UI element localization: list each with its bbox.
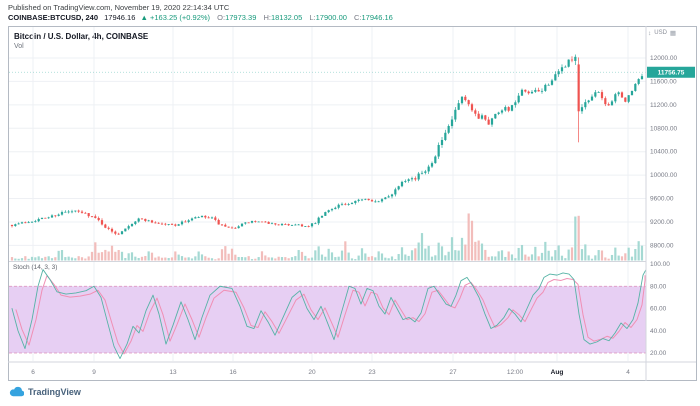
- stoch-k-line: [11, 269, 647, 360]
- symbol-name[interactable]: COINBASE:BTCUSD, 240: [8, 13, 99, 22]
- stoch-lines: [11, 269, 647, 360]
- time-tick-label: 27: [449, 369, 457, 376]
- price-scale-arrows-icon[interactable]: ↕: [648, 29, 652, 37]
- candlestick-series: [10, 54, 644, 236]
- low-value: 17900.00: [315, 13, 347, 22]
- price-tick-label: 9200.00: [650, 219, 674, 226]
- price-badge: 11756.75: [647, 66, 695, 78]
- open-value: 17973.39: [225, 13, 257, 22]
- svg-text:11756.75: 11756.75: [658, 70, 685, 77]
- time-tick-label: 12:00: [507, 369, 524, 376]
- low-label: L:: [309, 13, 316, 22]
- price-scale-grid-icon[interactable]: ▦: [669, 30, 677, 37]
- last-price-value: 17946.16: [104, 13, 136, 22]
- stoch-tick-label: 60.00: [650, 306, 667, 313]
- price-change: ▲ +163.25 (+0.92%): [140, 13, 211, 22]
- price-gridlines: [9, 57, 646, 246]
- time-tick-label: 20: [308, 369, 316, 376]
- price-tick-label: 10000.00: [650, 172, 677, 179]
- stochastic-indicator-label[interactable]: Stoch (14, 3, 3): [13, 264, 58, 271]
- chart-title: Bitcoin / U.S. Dollar, 4h, COINBASE: [14, 32, 149, 41]
- open-label: O:: [217, 13, 226, 22]
- stoch-tick-label: 20.00: [650, 350, 667, 357]
- time-tick-label: 6: [31, 369, 35, 376]
- symbol-header: COINBASE:BTCUSD, 240 17946.16 ▲ +163.25 …: [8, 13, 393, 22]
- time-tick-label: 4: [626, 369, 630, 376]
- high-label: H:: [263, 13, 271, 22]
- price-tick-label: 10800.00: [650, 125, 677, 132]
- price-tick-label: 9600.00: [650, 196, 674, 203]
- time-tick-label: 16: [229, 369, 237, 376]
- high-value: 18132.05: [270, 13, 303, 22]
- axis-lines: [8, 26, 696, 381]
- price-scale-controls[interactable]: ↕ USD ▦: [648, 29, 677, 38]
- price-tick-label: 8800.00: [650, 242, 674, 249]
- time-axis[interactable]: 6 9 13 16 20 23 27 12:00 Aug 4: [31, 369, 630, 376]
- tradingview-logo[interactable]: TradingView: [9, 386, 81, 397]
- price-tick-label: 10400.00: [650, 149, 677, 156]
- close-value: 17946.16: [361, 13, 393, 22]
- published-line: Published on TradingView.com, November 1…: [8, 3, 230, 12]
- chart-frame: [8, 26, 697, 381]
- close-label: C:: [354, 13, 362, 22]
- volume-indicator-label[interactable]: Vol: [14, 43, 24, 50]
- volume-series: [10, 213, 644, 261]
- tradingview-logo-text: TradingView: [28, 386, 81, 397]
- stoch-tick-label: 40.00: [650, 328, 667, 335]
- time-tick-label: 13: [169, 369, 177, 376]
- stoch-d-line: [15, 275, 646, 355]
- stoch-tick-label: 80.00: [650, 283, 667, 290]
- price-axis[interactable]: 12000.00 11600.00 11200.00 10800.00 10400.00…: [647, 55, 695, 357]
- price-tick-label: 11600.00: [650, 78, 677, 85]
- currency-label[interactable]: USD: [654, 30, 667, 36]
- time-tick-label: 9: [92, 369, 96, 376]
- price-tick-label: 12000.00: [650, 55, 677, 62]
- price-tick-label: 11200.00: [650, 102, 677, 109]
- time-tick-label: 23: [368, 369, 376, 376]
- stoch-band: [9, 285, 646, 354]
- tradingview-cloud-icon: [9, 386, 24, 397]
- time-tick-label: Aug: [551, 369, 564, 376]
- stoch-tick-label: 100.00: [650, 261, 670, 268]
